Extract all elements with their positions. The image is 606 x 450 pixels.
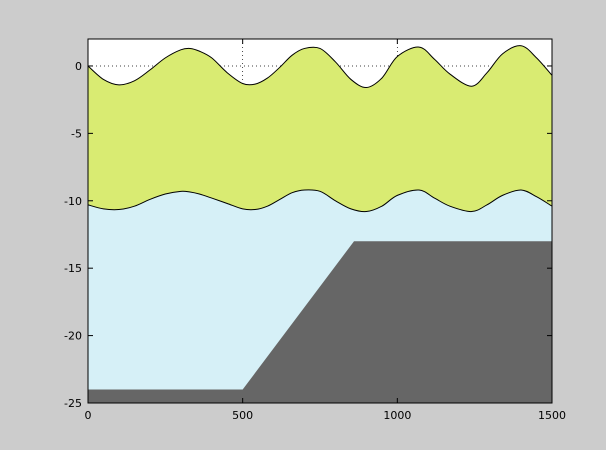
upper-layer-area (88, 45, 552, 212)
y-tick-label: -20 (64, 330, 82, 343)
axis-ticks (87, 39, 553, 404)
bottom-topography-area (88, 241, 552, 403)
y-tick-label: 0 (75, 60, 82, 73)
plot-frame (87, 38, 553, 404)
interface-wave-line (88, 189, 552, 213)
x-tick-label: 1000 (383, 409, 411, 422)
y-tick-label: -15 (64, 262, 82, 275)
plot-area (88, 39, 552, 403)
x-tick-label: 0 (85, 409, 92, 422)
x-tick-label: 500 (232, 409, 253, 422)
y-tick-label: -10 (64, 195, 82, 208)
y-tick-label: -5 (71, 127, 82, 140)
surface-wave-line (88, 45, 552, 89)
y-tick-label: -25 (64, 397, 82, 410)
x-tick-label: 1500 (538, 409, 566, 422)
axis-tick-labels: 0 500 1000 1500 0 -5 -10 -15 -20 -25 (64, 60, 566, 422)
